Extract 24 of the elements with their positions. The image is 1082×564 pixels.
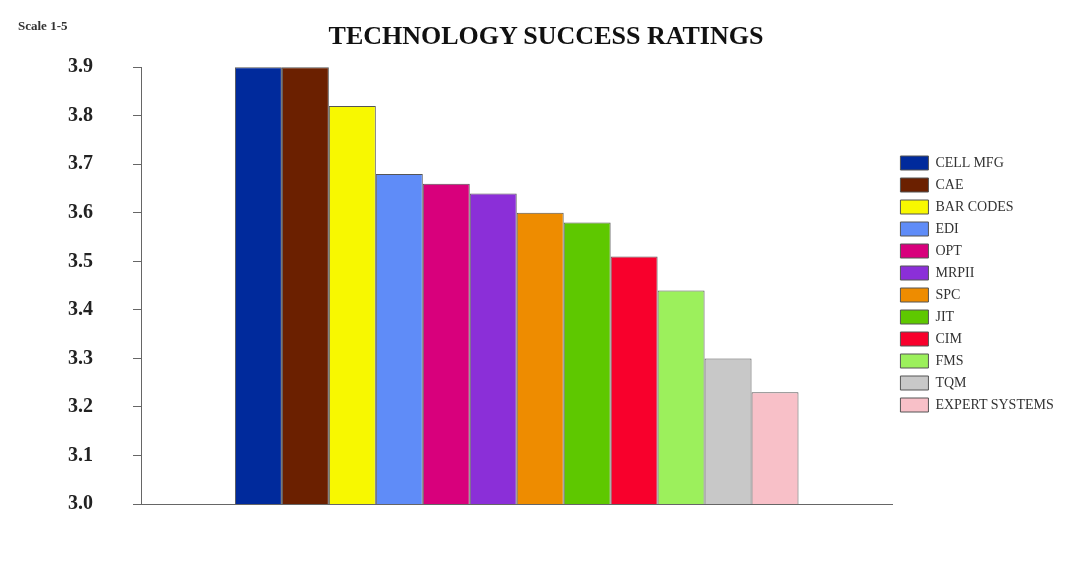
y-axis-title: Scale 1-5 — [18, 17, 68, 33]
legend-label: MRPII — [935, 264, 975, 280]
legend-label: CAE — [935, 176, 964, 192]
y-tick-label: 3.8 — [68, 102, 93, 125]
y-tick-label: 3.3 — [68, 345, 93, 368]
legend-label: CELL MFG — [935, 154, 1004, 170]
y-tick-label: 3.6 — [68, 199, 93, 222]
legend-label: FMS — [935, 352, 964, 368]
legend-label: SPC — [935, 286, 961, 302]
legend-label: OPT — [935, 242, 963, 258]
y-tick-label: 3.5 — [68, 248, 93, 271]
legend-label: TQM — [935, 374, 968, 390]
y-tick-label: 3.4 — [68, 297, 93, 320]
legend-label: EDI — [935, 220, 960, 236]
y-tick-label: 3.7 — [68, 151, 93, 174]
y-tick-label: 3.0 — [68, 491, 93, 514]
legend-label: JIT — [935, 308, 955, 324]
legend-label: CIM — [935, 330, 963, 346]
y-tick-label: 3.9 — [68, 54, 93, 77]
legend-label: BAR CODES — [935, 198, 1014, 214]
chart-title: TECHNOLOGY SUCCESS RATINGS — [328, 21, 764, 51]
legend-label: EXPERT SYSTEMS — [935, 396, 1054, 412]
y-tick-label: 3.1 — [68, 442, 93, 465]
y-tick-label: 3.2 — [68, 394, 93, 417]
